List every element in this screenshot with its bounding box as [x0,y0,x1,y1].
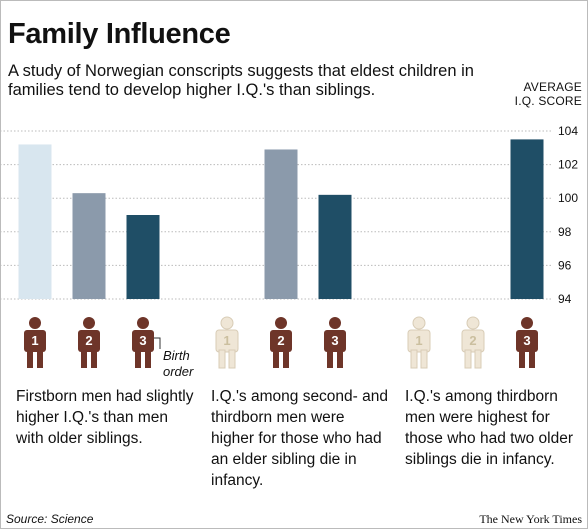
birth-order-number: 2 [277,333,284,348]
birth-order-number: 1 [31,333,38,348]
person-body-icon [324,330,346,352]
person-head-icon [329,317,341,329]
source-note: Source: Science [6,512,94,526]
person-head-icon [29,317,41,329]
birth-order-label-line-2: order [163,364,194,379]
birth-order-label-line-1: Birth [163,348,190,363]
caption-group-1: Firstborn men had slightly higher I.Q.'s… [16,388,194,447]
birth-order-number: 3 [139,333,146,348]
person-left-leg-icon [273,350,279,368]
birth-order-number: 1 [415,333,422,348]
person-right-leg-icon [37,350,43,368]
y-tick-label: 96 [558,258,572,272]
person-right-leg-icon [283,350,289,368]
birth-order-label: Birth order [163,348,193,380]
person-body-icon [78,330,100,352]
person-left-leg-icon [218,349,226,369]
person-left-leg-icon [81,350,87,368]
y-axis-label-line-1: AVERAGE [523,80,582,94]
caption-group-2: I.Q.'s among second- and thirdborn men w… [211,388,389,489]
person-body-icon [215,329,239,353]
y-tick-label: 104 [558,124,578,138]
person-right-leg-icon [529,350,535,368]
person-right-leg-icon [145,350,151,368]
person-right-leg-icon [420,349,428,369]
person-body-icon [516,330,538,352]
person-body-icon [407,329,431,353]
bar [318,194,352,299]
person-left-leg-icon [135,350,141,368]
birth-order-leader-line [154,337,161,349]
y-axis-label-line-2: I.Q. SCORE [514,94,582,108]
bar [72,193,106,299]
person-head-icon [521,317,533,329]
person-head-icon [412,316,426,330]
birth-order-number: 2 [85,333,92,348]
person-body-icon [132,330,154,352]
caption-group-3: I.Q.'s among thirdborn men were highest … [405,388,574,468]
chart-subtitle: A study of Norwegian conscripts suggests… [8,62,474,99]
person-head-icon [137,317,149,329]
person-right-leg-icon [91,350,97,368]
person-left-leg-icon [519,350,525,368]
birth-order-number: 3 [331,333,338,348]
person-head-icon [83,317,95,329]
person-left-leg-icon [27,350,33,368]
birth-order-number: 2 [469,333,476,348]
bar [18,144,52,299]
bar [126,215,160,299]
birth-order-number: 1 [223,333,230,348]
person-right-leg-icon [337,350,343,368]
person-body-icon [24,330,46,352]
person-head-icon [275,317,287,329]
person-body-icon [270,330,292,352]
bar [510,139,544,299]
y-tick-label: 102 [558,158,578,172]
y-tick-label: 94 [558,292,572,306]
person-left-leg-icon [464,349,472,369]
person-head-icon [220,316,234,330]
birth-order-number: 3 [523,333,530,348]
person-left-leg-icon [327,350,333,368]
bar [264,149,298,299]
chart-title: Family Influence [8,18,231,50]
person-right-leg-icon [228,349,236,369]
person-body-icon [461,329,485,353]
y-axis-label: AVERAGE I.Q. SCORE [492,80,582,108]
credit: The New York Times [479,512,582,526]
person-left-leg-icon [410,349,418,369]
y-tick-label: 100 [558,191,578,205]
y-tick-label: 98 [558,225,572,239]
person-right-leg-icon [474,349,482,369]
person-head-icon [466,316,480,330]
